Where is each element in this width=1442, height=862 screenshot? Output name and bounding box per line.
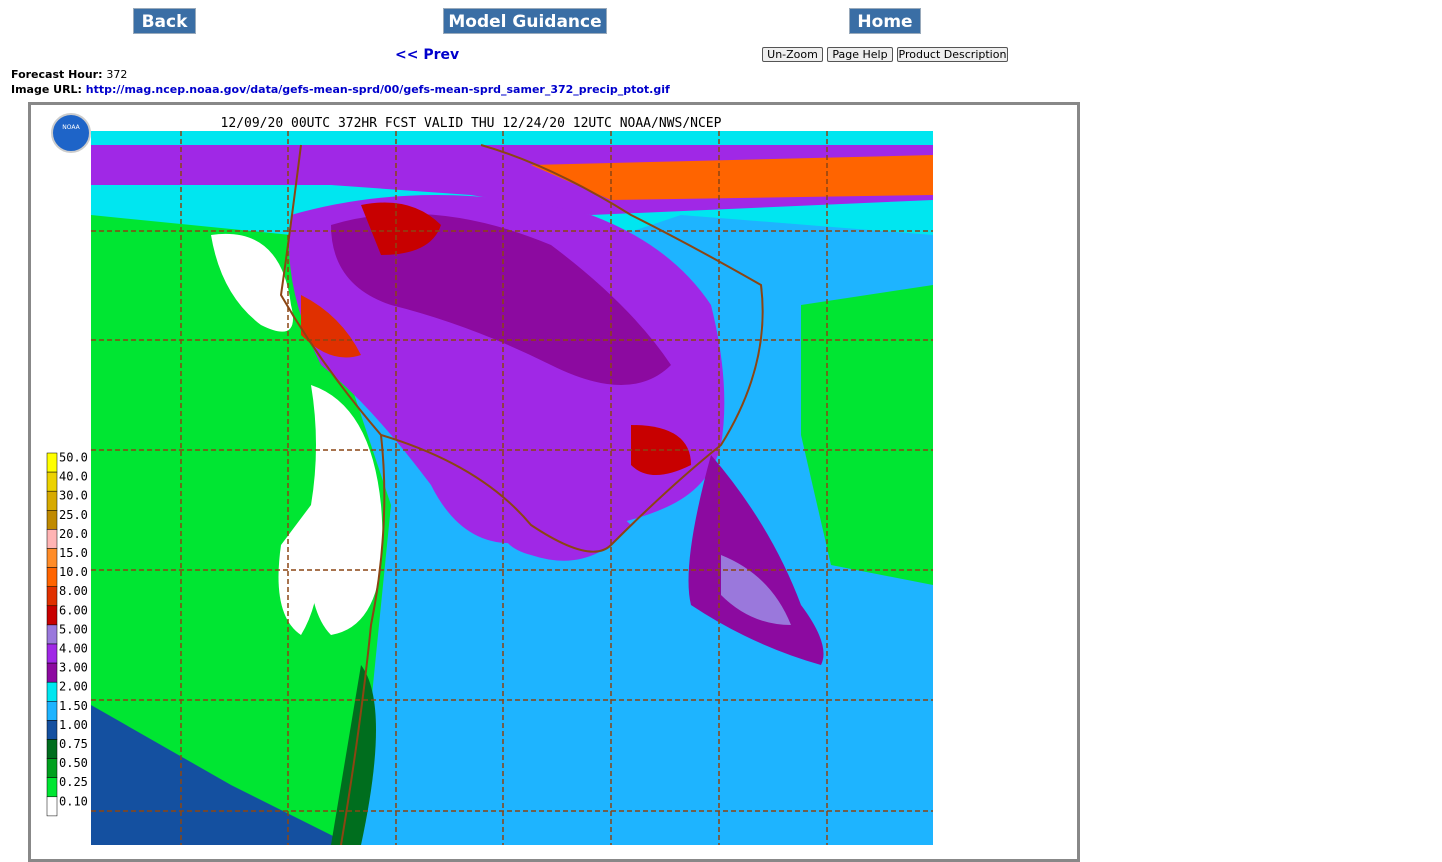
legend-label: 40.0 [59, 470, 88, 484]
legend-swatch [46, 605, 58, 626]
legend-label: 0.50 [59, 756, 88, 770]
legend-swatch [46, 586, 58, 607]
legend-swatch [46, 452, 58, 473]
legend-label: 1.00 [59, 718, 88, 732]
legend-label: 5.00 [59, 622, 88, 636]
legend-swatch [46, 720, 58, 740]
legend-swatch [46, 490, 58, 511]
prev-link[interactable]: << Prev [395, 47, 460, 63]
legend-label: 10.0 [59, 565, 88, 579]
back-button[interactable]: Back [133, 8, 196, 34]
map-frame: NOAA 12/09/20 00UTC 372HR FCST VALID THU… [28, 102, 1080, 862]
legend-swatch [46, 529, 58, 549]
value: 372 [106, 68, 128, 81]
legend-swatch [46, 739, 58, 759]
legend-label: 15.0 [59, 546, 88, 560]
legend-label: 20.0 [59, 527, 88, 541]
label: Image URL: [11, 83, 82, 96]
legend-swatch [46, 796, 58, 817]
legend: 50.0 40.0 30.0 25.0 20.0 15.0 10.0 8.00 6.00 5.00… [46, 451, 88, 817]
product-description-button[interactable]: Product Description [897, 47, 1008, 62]
grid [91, 131, 933, 845]
legend-swatch [46, 681, 58, 702]
legend-swatch [46, 567, 58, 587]
legend-label: 3.00 [59, 661, 88, 675]
legend-label: 2.00 [59, 680, 88, 694]
image-url: Image URL: http://mag.ncep.noaa.gov/data… [11, 83, 670, 96]
legend-swatch [46, 777, 58, 798]
noaa-logo [51, 113, 91, 153]
legend-label: 4.00 [59, 642, 88, 656]
legend-swatch [46, 548, 58, 568]
legend-swatch [46, 662, 58, 683]
logo-text: NOAA [62, 124, 80, 131]
legend-label: 50.0 [59, 451, 88, 465]
forecast-hour: Forecast Hour: 372 [11, 68, 127, 81]
unzoom-button[interactable]: Un-Zoom [762, 47, 823, 62]
home-button[interactable]: Home [849, 8, 921, 34]
label: Forecast Hour: [11, 68, 103, 81]
legend-label: 0.75 [59, 737, 88, 751]
legend-label: 0.25 [59, 775, 88, 789]
legend-label: 8.00 [59, 584, 88, 598]
legend-swatch [46, 758, 58, 778]
legend-label: 6.00 [59, 603, 88, 617]
legend-label: 30.0 [59, 489, 88, 503]
legend-swatch [46, 471, 58, 492]
legend-swatch [46, 643, 58, 664]
map-title: 12/09/20 00UTC 372HR FCST VALID THU 12/2… [221, 116, 722, 131]
map: NOAA 12/09/20 00UTC 372HR FCST VALID THU… [46, 113, 933, 845]
legend-label: 1.50 [59, 699, 88, 713]
precip-field [91, 131, 933, 845]
url-link[interactable]: http://mag.ncep.noaa.gov/data/gefs-mean-… [85, 83, 670, 96]
legend-swatch [46, 701, 58, 721]
page: Back Model Guidance Home << Prev Un-Zoom… [11, 8, 1080, 862]
legend-swatch [46, 510, 58, 530]
model-guidance-button[interactable]: Model Guidance [443, 8, 607, 34]
legend-label: 25.0 [59, 508, 88, 522]
legend-label: 0.10 [59, 794, 88, 808]
page-help-button[interactable]: Page Help [827, 47, 893, 62]
legend-swatch [46, 624, 58, 645]
